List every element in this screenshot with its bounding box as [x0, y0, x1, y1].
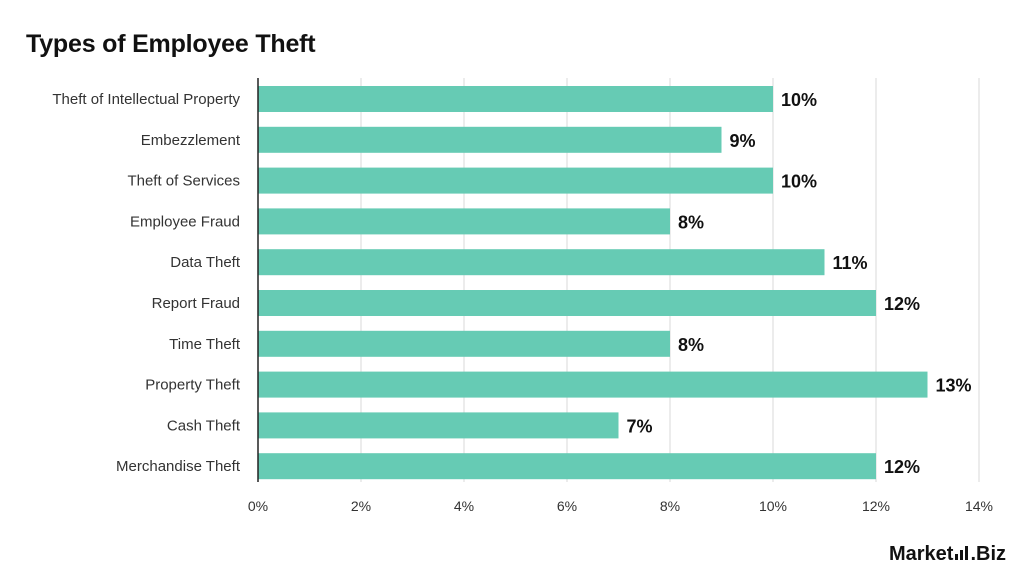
x-tick-label: 4% — [454, 498, 474, 514]
x-tick-label: 8% — [660, 498, 680, 514]
category-label: Report Fraud — [152, 295, 240, 312]
bar — [258, 249, 825, 276]
value-label: 12% — [884, 457, 920, 477]
brand-name-right: .Biz — [970, 543, 1006, 565]
x-tick-label: 12% — [862, 498, 890, 514]
category-label: Merchandise Theft — [116, 458, 241, 475]
value-label: 9% — [730, 131, 756, 151]
value-label: 13% — [936, 376, 972, 396]
x-tick-label: 2% — [351, 498, 371, 514]
bar — [258, 412, 619, 439]
value-label: 8% — [678, 335, 704, 355]
category-label: Theft of Intellectual Property — [52, 91, 240, 108]
category-label: Employee Fraud — [130, 213, 240, 230]
bar — [258, 290, 876, 316]
bar — [258, 167, 773, 194]
category-label: Property Theft — [145, 377, 241, 394]
value-label: 12% — [884, 294, 920, 314]
bar — [258, 453, 876, 480]
value-label: 11% — [833, 253, 868, 273]
value-label: 7% — [627, 416, 653, 436]
x-tick-label: 0% — [248, 498, 268, 514]
bar — [258, 208, 670, 235]
category-label: Cash Theft — [167, 417, 241, 434]
x-tick-label: 10% — [759, 498, 787, 514]
value-label: 10% — [781, 172, 817, 192]
x-tick-label: 6% — [557, 498, 577, 514]
x-tick-label: 14% — [965, 498, 993, 514]
bar — [258, 371, 928, 398]
category-label: Theft of Services — [127, 173, 240, 190]
value-label: 10% — [781, 90, 817, 110]
bar — [258, 86, 773, 112]
category-label: Embezzlement — [141, 132, 241, 149]
brand-name-left: Market — [888, 543, 954, 565]
bar — [258, 126, 722, 153]
value-label: 8% — [678, 212, 704, 232]
category-label: Data Theft — [170, 254, 241, 271]
bar — [258, 330, 670, 357]
chart-title: Types of Employee Theft — [26, 30, 316, 58]
category-label: Time Theft — [169, 336, 241, 353]
bar-chart-icon — [955, 546, 969, 560]
brand-logo: Market .Biz — [889, 543, 1006, 566]
